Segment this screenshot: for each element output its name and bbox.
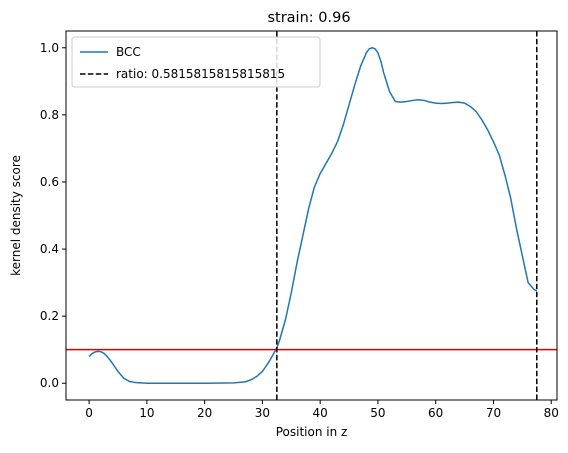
x-tick-label: 20: [197, 406, 212, 420]
y-tick-label: 0.2: [40, 309, 59, 323]
x-tick-label: 30: [255, 406, 270, 420]
legend-label: BCC: [116, 45, 141, 59]
x-tick-label: 60: [428, 406, 443, 420]
legend-box: [71, 36, 321, 88]
y-axis-title: kernel density score: [9, 155, 23, 276]
y-tick-label: 0.4: [40, 242, 59, 256]
x-axis-title: Position in z: [276, 425, 348, 439]
x-tick-label: 40: [313, 406, 328, 420]
axis-ticks: 0 10 20 30 40 50 60 70 80 0.0 0.2 0.4 0.6 0.8 1.0: [40, 41, 559, 420]
x-tick-label: 10: [139, 406, 154, 420]
series-line-bcc: [88, 47, 538, 384]
x-tick-label: 70: [486, 406, 501, 420]
x-tick-label: 80: [544, 406, 559, 420]
chart-title: strain: 0.96: [267, 10, 350, 26]
y-tick-label: 0.6: [40, 175, 59, 189]
y-tick-label: 1.0: [40, 41, 59, 55]
x-tick-label: 50: [370, 406, 385, 420]
x-tick-label: 0: [85, 406, 93, 420]
legend-label: ratio: 0.5815815815815815: [116, 67, 285, 81]
y-tick-label: 0.0: [40, 376, 59, 390]
plot-area: [66, 31, 557, 400]
y-tick-label: 0.8: [40, 108, 59, 122]
axes-frame: [65, 30, 558, 401]
legend: BCC ratio: 0.5815815815815815: [71, 36, 321, 88]
